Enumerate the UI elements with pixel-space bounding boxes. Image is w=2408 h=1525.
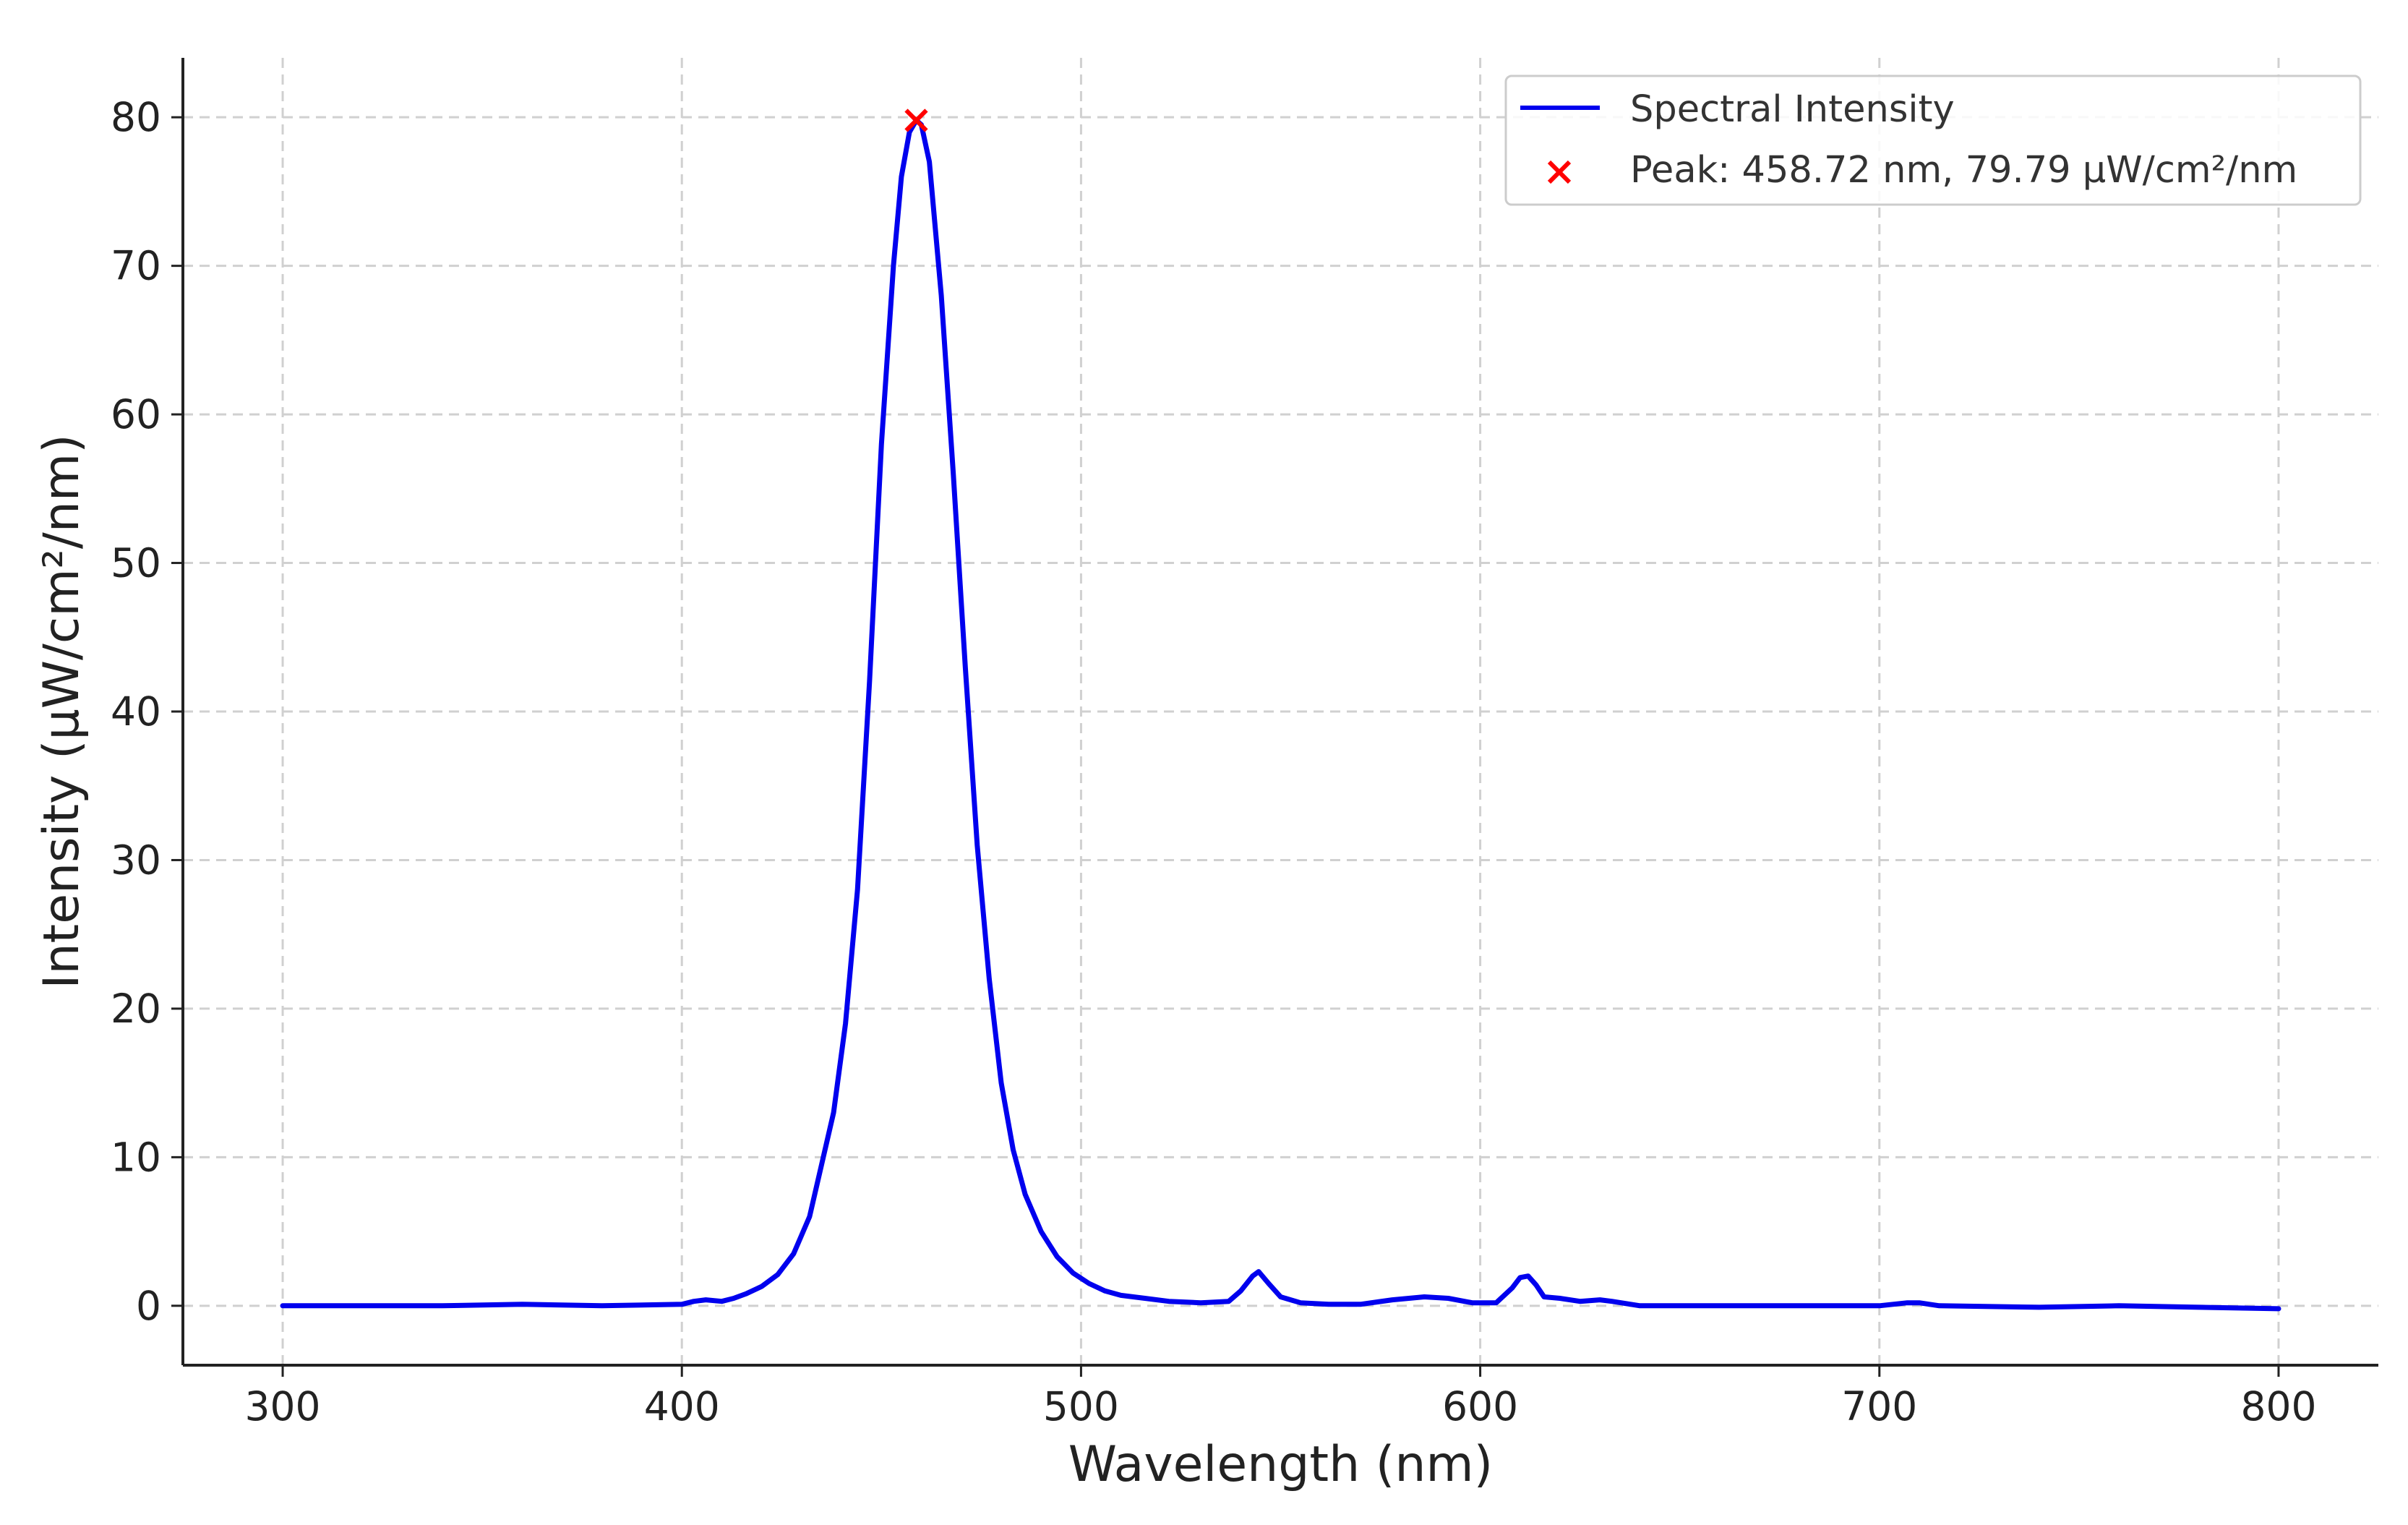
x-tick-label: 500 — [1043, 1383, 1119, 1430]
y-tick-label: 10 — [111, 1134, 161, 1180]
y-tick-label: 0 — [136, 1283, 161, 1329]
y-tick-label: 40 — [111, 688, 161, 735]
series-layer — [280, 108, 2281, 1312]
x-tick-label: 400 — [644, 1383, 720, 1430]
x-tick-label: 800 — [2240, 1383, 2316, 1430]
x-tick-label: 300 — [245, 1383, 321, 1430]
y-tick-label: 30 — [111, 837, 161, 883]
legend: Spectral Intensity Peak: 458.72 nm, 79.7… — [1504, 74, 2362, 206]
gridlines — [183, 58, 2378, 1365]
y-tick-label: 70 — [111, 243, 161, 289]
y-tick-label: 80 — [111, 94, 161, 140]
legend-peak-label: Peak: 458.72 nm, 79.79 μW/cm²/nm — [1630, 149, 2297, 192]
x-tick-label: 600 — [1442, 1383, 1518, 1430]
legend-marker-stroke — [1547, 160, 1572, 184]
x-tick-label: 700 — [1841, 1383, 1917, 1430]
peak-marker — [904, 108, 928, 132]
y-axis-title: Intensity (μW/cm²/nm) — [33, 434, 90, 988]
x-axis-title: Wavelength (nm) — [1068, 1436, 1493, 1493]
y-tick-label: 20 — [111, 986, 161, 1032]
peak-marker-stroke — [904, 108, 928, 132]
y-tick-label: 50 — [111, 540, 161, 586]
legend-box — [1504, 74, 2362, 206]
series-line-spectral-intensity — [280, 118, 2281, 1312]
legend-peak-marker — [1547, 160, 1572, 184]
legend-series-label: Spectral Intensity — [1630, 88, 1955, 131]
y-tick-label: 60 — [111, 391, 161, 437]
tick-marks — [171, 116, 2280, 1377]
